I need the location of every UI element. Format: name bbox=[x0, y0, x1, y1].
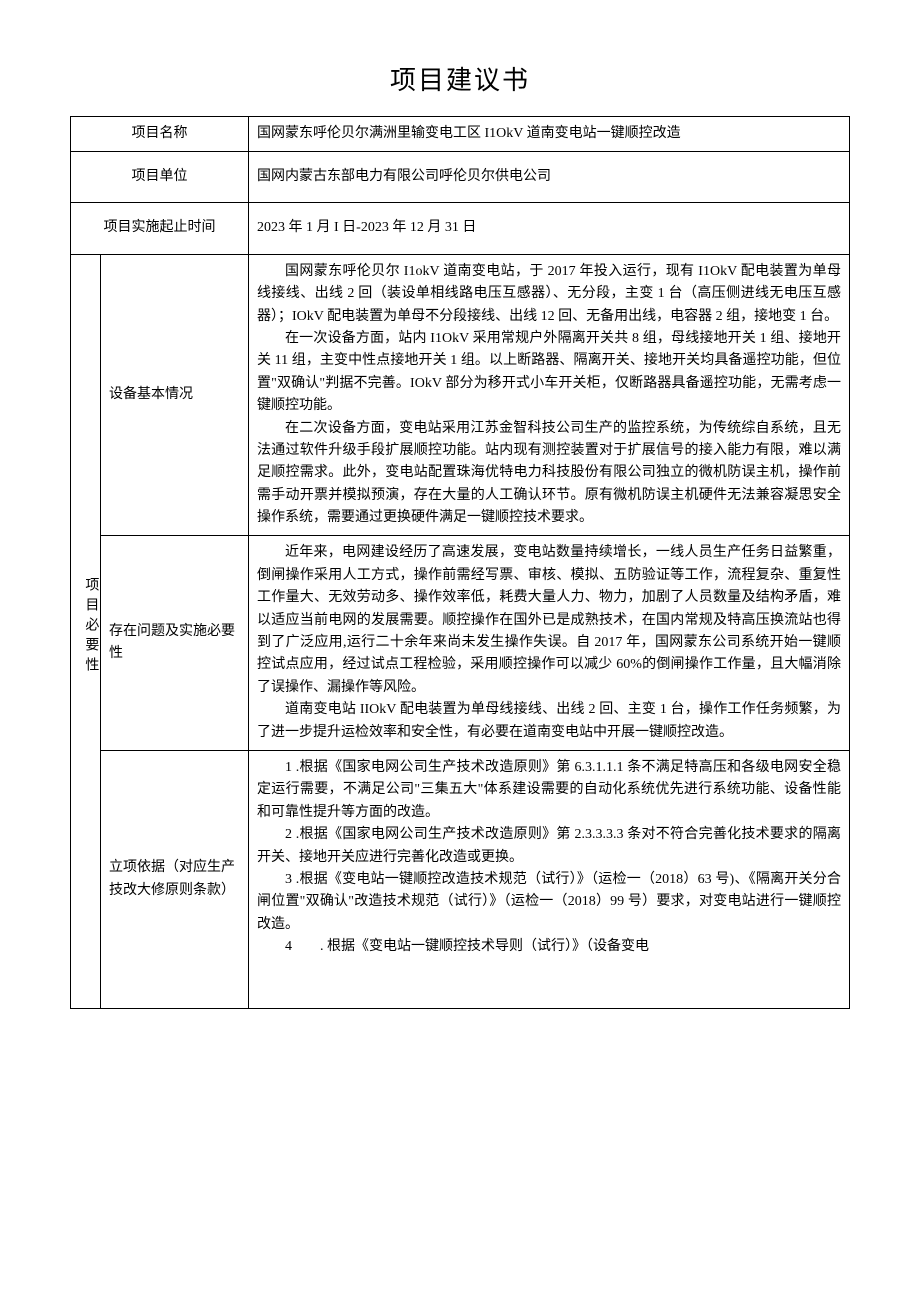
row-unit: 项目单位 国网内蒙古东部电力有限公司呼伦贝尔供电公司 bbox=[71, 151, 850, 202]
label-issues: 存在问题及实施必要性 bbox=[101, 536, 249, 751]
label-equipment: 设备基本情况 bbox=[101, 254, 249, 536]
label-project-name: 项目名称 bbox=[71, 116, 249, 151]
value-unit: 国网内蒙古东部电力有限公司呼伦贝尔供电公司 bbox=[249, 151, 850, 202]
side-label-necessity: 项目必要性 bbox=[71, 254, 101, 1009]
label-basis: 立项依据（对应生产技改大修原则条款） bbox=[101, 750, 249, 1009]
content-equipment: 国网蒙东呼伦贝尔 I1okV 道南变电站，于 2017 年投入运行，现有 I1O… bbox=[249, 254, 850, 536]
basis-p4: 4 . 根据《变电站一键顺控技术导则（试行）》（设备变电 bbox=[257, 936, 841, 958]
content-basis: 1 .根据《国家电网公司生产技术改造原则》第 6.3.1.1.1 条不满足特高压… bbox=[249, 750, 850, 1009]
issues-p1: 近年来，电网建设经历了高速发展，变电站数量持续增长，一线人员生产任务日益繁重，倒… bbox=[257, 542, 841, 699]
row-period: 项目实施起止时间 2023 年 1 月 I 日-2023 年 12 月 31 日 bbox=[71, 203, 850, 254]
row-issues: 存在问题及实施必要性 近年来，电网建设经历了高速发展，变电站数量持续增长，一线人… bbox=[71, 536, 850, 751]
equip-p3: 在二次设备方面，变电站采用江苏金智科技公司生产的监控系统，为传统综自系统，且无法… bbox=[257, 418, 841, 530]
issues-p2: 道南变电站 IIOkV 配电装置为单母线接线、出线 2 回、主变 1 台，操作工… bbox=[257, 699, 841, 744]
content-issues: 近年来，电网建设经历了高速发展，变电站数量持续增长，一线人员生产任务日益繁重，倒… bbox=[249, 536, 850, 751]
row-equipment: 项目必要性 设备基本情况 国网蒙东呼伦贝尔 I1okV 道南变电站，于 2017… bbox=[71, 254, 850, 536]
label-unit: 项目单位 bbox=[71, 151, 249, 202]
row-project-name: 项目名称 国网蒙东呼伦贝尔满洲里输变电工区 I1OkV 道南变电站一键顺控改造 bbox=[71, 116, 850, 151]
proposal-table: 项目名称 国网蒙东呼伦贝尔满洲里输变电工区 I1OkV 道南变电站一键顺控改造 … bbox=[70, 116, 850, 1010]
label-period: 项目实施起止时间 bbox=[71, 203, 249, 254]
value-period: 2023 年 1 月 I 日-2023 年 12 月 31 日 bbox=[249, 203, 850, 254]
basis-p1: 1 .根据《国家电网公司生产技术改造原则》第 6.3.1.1.1 条不满足特高压… bbox=[257, 757, 841, 824]
equip-p1: 国网蒙东呼伦贝尔 I1okV 道南变电站，于 2017 年投入运行，现有 I1O… bbox=[257, 261, 841, 328]
basis-p2: 2 .根据《国家电网公司生产技术改造原则》第 2.3.3.3.3 条对不符合完善… bbox=[257, 824, 841, 869]
equip-p2: 在一次设备方面，站内 I1OkV 采用常规户外隔离开关共 8 组，母线接地开关 … bbox=[257, 328, 841, 418]
value-project-name: 国网蒙东呼伦贝尔满洲里输变电工区 I1OkV 道南变电站一键顺控改造 bbox=[249, 116, 850, 151]
row-basis: 立项依据（对应生产技改大修原则条款） 1 .根据《国家电网公司生产技术改造原则》… bbox=[71, 750, 850, 1009]
document-title: 项目建议书 bbox=[70, 60, 850, 102]
basis-p3: 3 .根据《变电站一键顺控改造技术规范（试行）》（运检一（2018）63 号)、… bbox=[257, 869, 841, 936]
